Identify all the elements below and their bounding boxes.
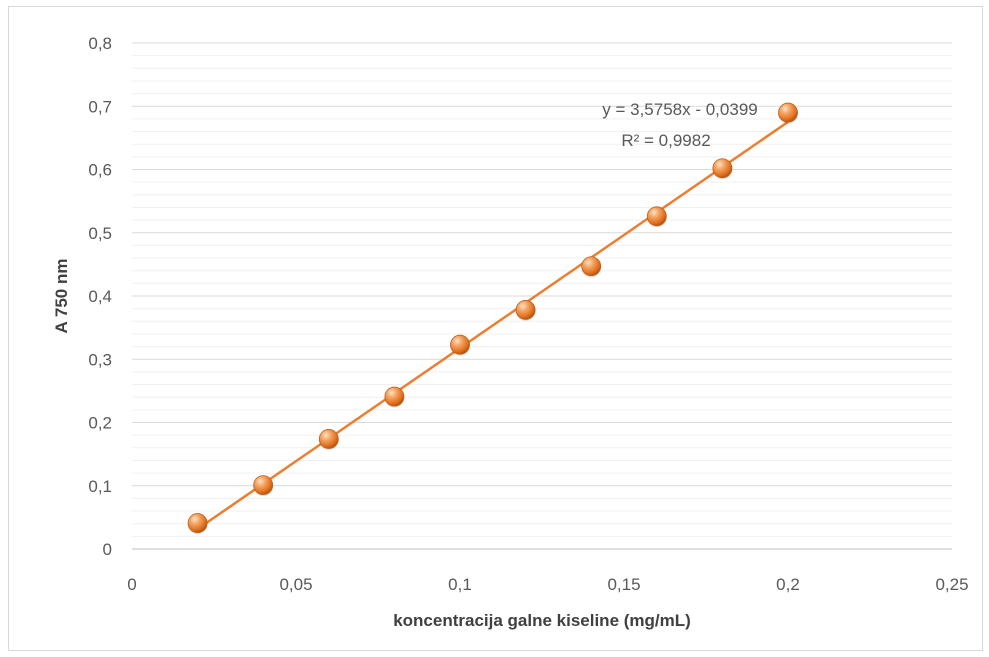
y-tick-label: 0,8 bbox=[88, 34, 112, 53]
y-tick-label: 0,1 bbox=[88, 477, 112, 496]
x-tick-label: 0,25 bbox=[935, 575, 968, 594]
y-tick-label: 0,2 bbox=[88, 414, 112, 433]
chart-frame bbox=[8, 6, 983, 651]
data-point bbox=[318, 429, 339, 449]
y-tick-label: 0 bbox=[103, 540, 112, 559]
x-axis-ticks: 0 0,05 0,1 0,15 0,2 0,25 bbox=[127, 575, 968, 594]
data-point bbox=[646, 206, 667, 227]
x-axis-title: koncentracija galne kiseline (mg/mL) bbox=[393, 611, 691, 630]
data-point bbox=[253, 475, 274, 496]
y-tick-label: 0,7 bbox=[88, 97, 112, 116]
y-tick-label: 0,5 bbox=[88, 224, 112, 243]
trendline bbox=[196, 120, 789, 531]
major-gridlines bbox=[132, 42, 952, 550]
y-tick-label: 0,6 bbox=[88, 161, 112, 180]
data-point bbox=[712, 158, 733, 179]
trendline-equation: y = 3,5758x - 0,0399 bbox=[602, 100, 757, 119]
x-tick-label: 0,1 bbox=[448, 575, 472, 594]
data-point bbox=[581, 256, 602, 277]
y-tick-label: 0,4 bbox=[88, 287, 112, 306]
minor-gridlines bbox=[132, 55, 952, 537]
x-tick-label: 0,05 bbox=[279, 575, 312, 594]
data-point bbox=[187, 513, 208, 533]
x-tick-label: 0,2 bbox=[776, 575, 800, 594]
data-point bbox=[778, 102, 798, 123]
x-tick-label: 0,15 bbox=[607, 575, 640, 594]
data-point bbox=[450, 334, 470, 355]
y-axis-ticks: 0 0,1 0,2 0,3 0,4 0,5 0,6 0,7 0,8 bbox=[88, 34, 112, 559]
data-point bbox=[384, 386, 405, 407]
trendline-r2: R² = 0,9982 bbox=[621, 131, 710, 150]
data-point bbox=[515, 300, 536, 320]
y-axis-title: A 750 nm bbox=[52, 259, 71, 334]
x-tick-label: 0 bbox=[127, 575, 136, 594]
data-points bbox=[187, 102, 798, 535]
trendline-group bbox=[196, 120, 789, 531]
y-tick-label: 0,3 bbox=[88, 350, 112, 369]
